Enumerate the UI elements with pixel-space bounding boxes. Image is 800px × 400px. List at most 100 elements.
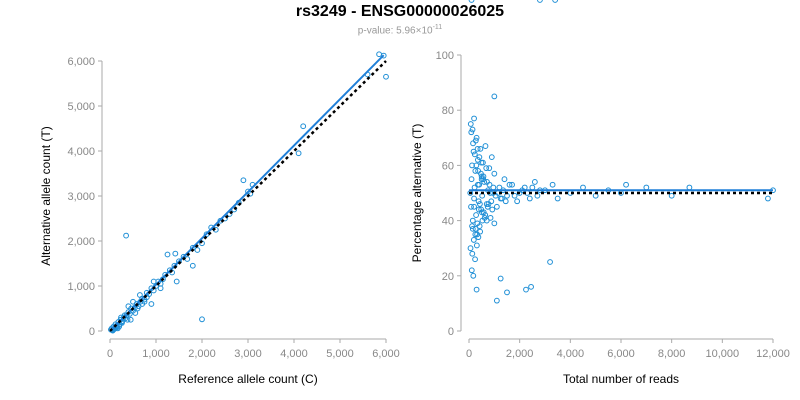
data-point bbox=[686, 184, 693, 191]
x-tick-label: 0 bbox=[107, 348, 113, 360]
data-point bbox=[469, 223, 475, 230]
data-point bbox=[127, 316, 134, 323]
data-point bbox=[477, 228, 484, 235]
pvalue-exponent: -11 bbox=[432, 24, 443, 31]
data-point bbox=[172, 250, 179, 257]
y-tick-label: 6,000 bbox=[67, 56, 95, 68]
data-point bbox=[478, 159, 485, 166]
data-points bbox=[467, 0, 776, 304]
data-point bbox=[473, 242, 480, 249]
data-point bbox=[491, 220, 498, 227]
data-point bbox=[476, 154, 483, 161]
data-point bbox=[124, 316, 131, 323]
data-point bbox=[623, 181, 629, 188]
reference-line bbox=[109, 60, 387, 332]
data-point bbox=[475, 198, 482, 205]
x-tick-label: 6,000 bbox=[607, 348, 635, 360]
data-point bbox=[247, 190, 254, 197]
data-point bbox=[668, 192, 675, 199]
x-tick-label: 12,000 bbox=[756, 348, 790, 360]
y-tick-label: 2,000 bbox=[67, 236, 95, 248]
y-tick-label: 20 bbox=[442, 271, 454, 283]
data-point bbox=[240, 177, 247, 184]
data-point bbox=[552, 0, 559, 3]
data-point bbox=[523, 286, 529, 293]
data-point bbox=[528, 283, 534, 290]
x-tick-label: 3,000 bbox=[234, 348, 262, 360]
y-tick-label: 100 bbox=[436, 50, 454, 62]
y-axis-title: Alternative allele count (T) bbox=[39, 126, 53, 265]
data-point bbox=[473, 134, 480, 141]
y-tick-label: 0 bbox=[89, 326, 95, 338]
data-point bbox=[157, 285, 164, 292]
data-point bbox=[164, 251, 171, 258]
data-point bbox=[506, 181, 513, 188]
data-point bbox=[554, 195, 561, 202]
data-point bbox=[130, 298, 136, 305]
data-point bbox=[483, 201, 490, 207]
data-point bbox=[472, 137, 479, 144]
data-point bbox=[171, 262, 178, 269]
data-point bbox=[485, 201, 492, 207]
data-point bbox=[469, 250, 476, 257]
data-point bbox=[482, 143, 489, 149]
data-point bbox=[472, 256, 478, 263]
data-point bbox=[547, 259, 553, 265]
data-point bbox=[380, 52, 387, 59]
data-point bbox=[134, 305, 141, 312]
data-point bbox=[486, 165, 493, 172]
data-point bbox=[473, 162, 480, 169]
x-tick-label: 2,000 bbox=[188, 348, 216, 360]
chart-subtitle: p-value: 5.96×10-11 bbox=[0, 24, 800, 36]
data-point bbox=[493, 297, 500, 304]
data-point bbox=[514, 198, 521, 205]
data-point bbox=[467, 121, 474, 127]
data-point bbox=[471, 151, 478, 158]
data-point bbox=[300, 123, 307, 130]
data-point bbox=[501, 176, 508, 183]
data-point bbox=[132, 310, 139, 316]
data-point bbox=[473, 212, 479, 218]
data-point bbox=[199, 316, 205, 323]
data-point bbox=[479, 209, 485, 216]
data-point bbox=[470, 148, 477, 155]
data-point bbox=[471, 195, 477, 202]
y-tick-label: 0 bbox=[448, 326, 454, 338]
data-point bbox=[471, 203, 477, 210]
data-point bbox=[478, 176, 485, 183]
data-point bbox=[537, 0, 543, 3]
data-point bbox=[509, 181, 515, 188]
data-point bbox=[487, 214, 494, 221]
data-point bbox=[549, 181, 556, 188]
x-tick-label: 2,000 bbox=[506, 348, 534, 360]
y-tick-label: 40 bbox=[442, 216, 454, 228]
data-point bbox=[295, 150, 302, 157]
data-point bbox=[468, 176, 475, 183]
data-point bbox=[488, 154, 495, 161]
x-tick-label: 4,000 bbox=[557, 348, 585, 360]
data-point bbox=[468, 129, 475, 136]
data-point bbox=[468, 0, 475, 3]
data-point bbox=[474, 181, 481, 188]
data-point bbox=[511, 192, 518, 199]
data-point bbox=[493, 203, 500, 210]
data-point bbox=[497, 195, 504, 202]
data-point bbox=[489, 206, 496, 213]
data-point bbox=[526, 195, 533, 202]
data-point bbox=[483, 165, 490, 172]
data-point bbox=[477, 145, 484, 152]
data-point bbox=[471, 115, 477, 122]
data-point bbox=[173, 278, 180, 285]
y-tick-label: 60 bbox=[442, 160, 454, 172]
data-point bbox=[483, 217, 490, 224]
data-point bbox=[469, 217, 476, 224]
x-axis-title: Total number of reads bbox=[563, 372, 679, 386]
data-point bbox=[468, 203, 474, 210]
x-tick-label: 1,000 bbox=[142, 348, 170, 360]
y-axis-title: Percentage alternative (T) bbox=[410, 124, 424, 263]
data-point bbox=[502, 198, 509, 205]
data-point bbox=[474, 220, 481, 227]
data-point bbox=[141, 298, 148, 305]
